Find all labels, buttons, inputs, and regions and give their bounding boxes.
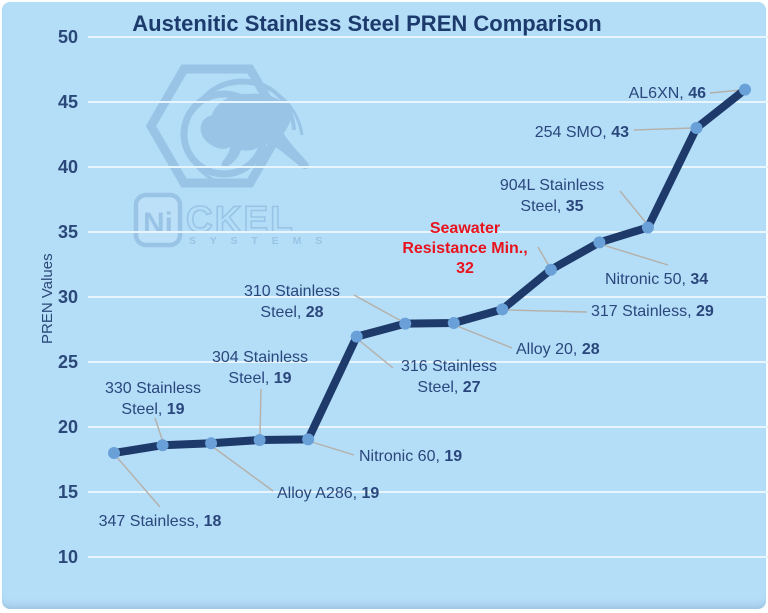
leader-line	[620, 191, 647, 224]
y-tick-label: 15	[58, 482, 78, 502]
brand-name-text: CKEL	[186, 199, 295, 240]
leader-line	[260, 389, 261, 435]
y-tick-label: 25	[58, 352, 78, 372]
data-point-marker	[545, 264, 557, 276]
data-point-marker	[739, 84, 751, 96]
y-tick-label: 45	[58, 92, 78, 112]
brand-tagline-text: S Y S T E M S	[189, 235, 328, 247]
data-point-marker	[496, 303, 508, 315]
leader-line	[354, 295, 403, 322]
leader-line	[603, 245, 668, 265]
data-label: 254 SMO, 43	[535, 124, 629, 141]
data-point-marker	[448, 317, 460, 329]
watermark-logo: Ni CKEL S Y S T E M S	[136, 69, 328, 247]
data-point-marker	[399, 318, 411, 330]
data-point-marker	[254, 434, 266, 446]
data-point-marker	[157, 439, 169, 451]
data-point-marker	[642, 221, 654, 233]
y-tick-label: 10	[58, 547, 78, 567]
leader-line	[538, 247, 549, 266]
leader-line	[312, 442, 354, 455]
data-label: 317 Stainless, 29	[591, 303, 714, 320]
data-point-marker	[690, 122, 702, 134]
y-tick-label: 30	[58, 287, 78, 307]
leader-line	[115, 455, 160, 507]
y-tick-label: 35	[58, 222, 78, 242]
data-label: Nitronic 50, 34	[605, 271, 708, 288]
y-axis-title: PREN Values	[39, 253, 56, 344]
data-label: Nitronic 60, 19	[359, 448, 462, 465]
y-axis-tick-labels: 10 15 20 25 30 35 40 45 50	[58, 27, 78, 567]
y-tick-label: 20	[58, 417, 78, 437]
leader-line	[360, 341, 393, 368]
data-point-marker	[593, 236, 605, 248]
leader-line	[213, 447, 273, 491]
leader-line	[507, 310, 587, 312]
data-label: AL6XN, 46	[629, 85, 706, 102]
data-point-marker	[108, 447, 120, 459]
leader-line	[155, 418, 163, 442]
data-label: 347 Stainless, 18	[99, 513, 222, 530]
y-tick-label: 40	[58, 157, 78, 177]
leader-line	[634, 128, 693, 130]
chart-title: Austenitic Stainless Steel PREN Comparis…	[132, 11, 601, 36]
leader-line	[457, 326, 512, 348]
data-label: Alloy A286, 19	[277, 485, 379, 502]
data-point-marker	[205, 437, 217, 449]
brand-box-text: Ni	[143, 207, 173, 240]
data-point-marker	[302, 433, 314, 445]
data-label: Alloy 20, 28	[516, 341, 600, 358]
y-tick-label: 50	[58, 27, 78, 47]
data-point-marker	[351, 331, 363, 343]
